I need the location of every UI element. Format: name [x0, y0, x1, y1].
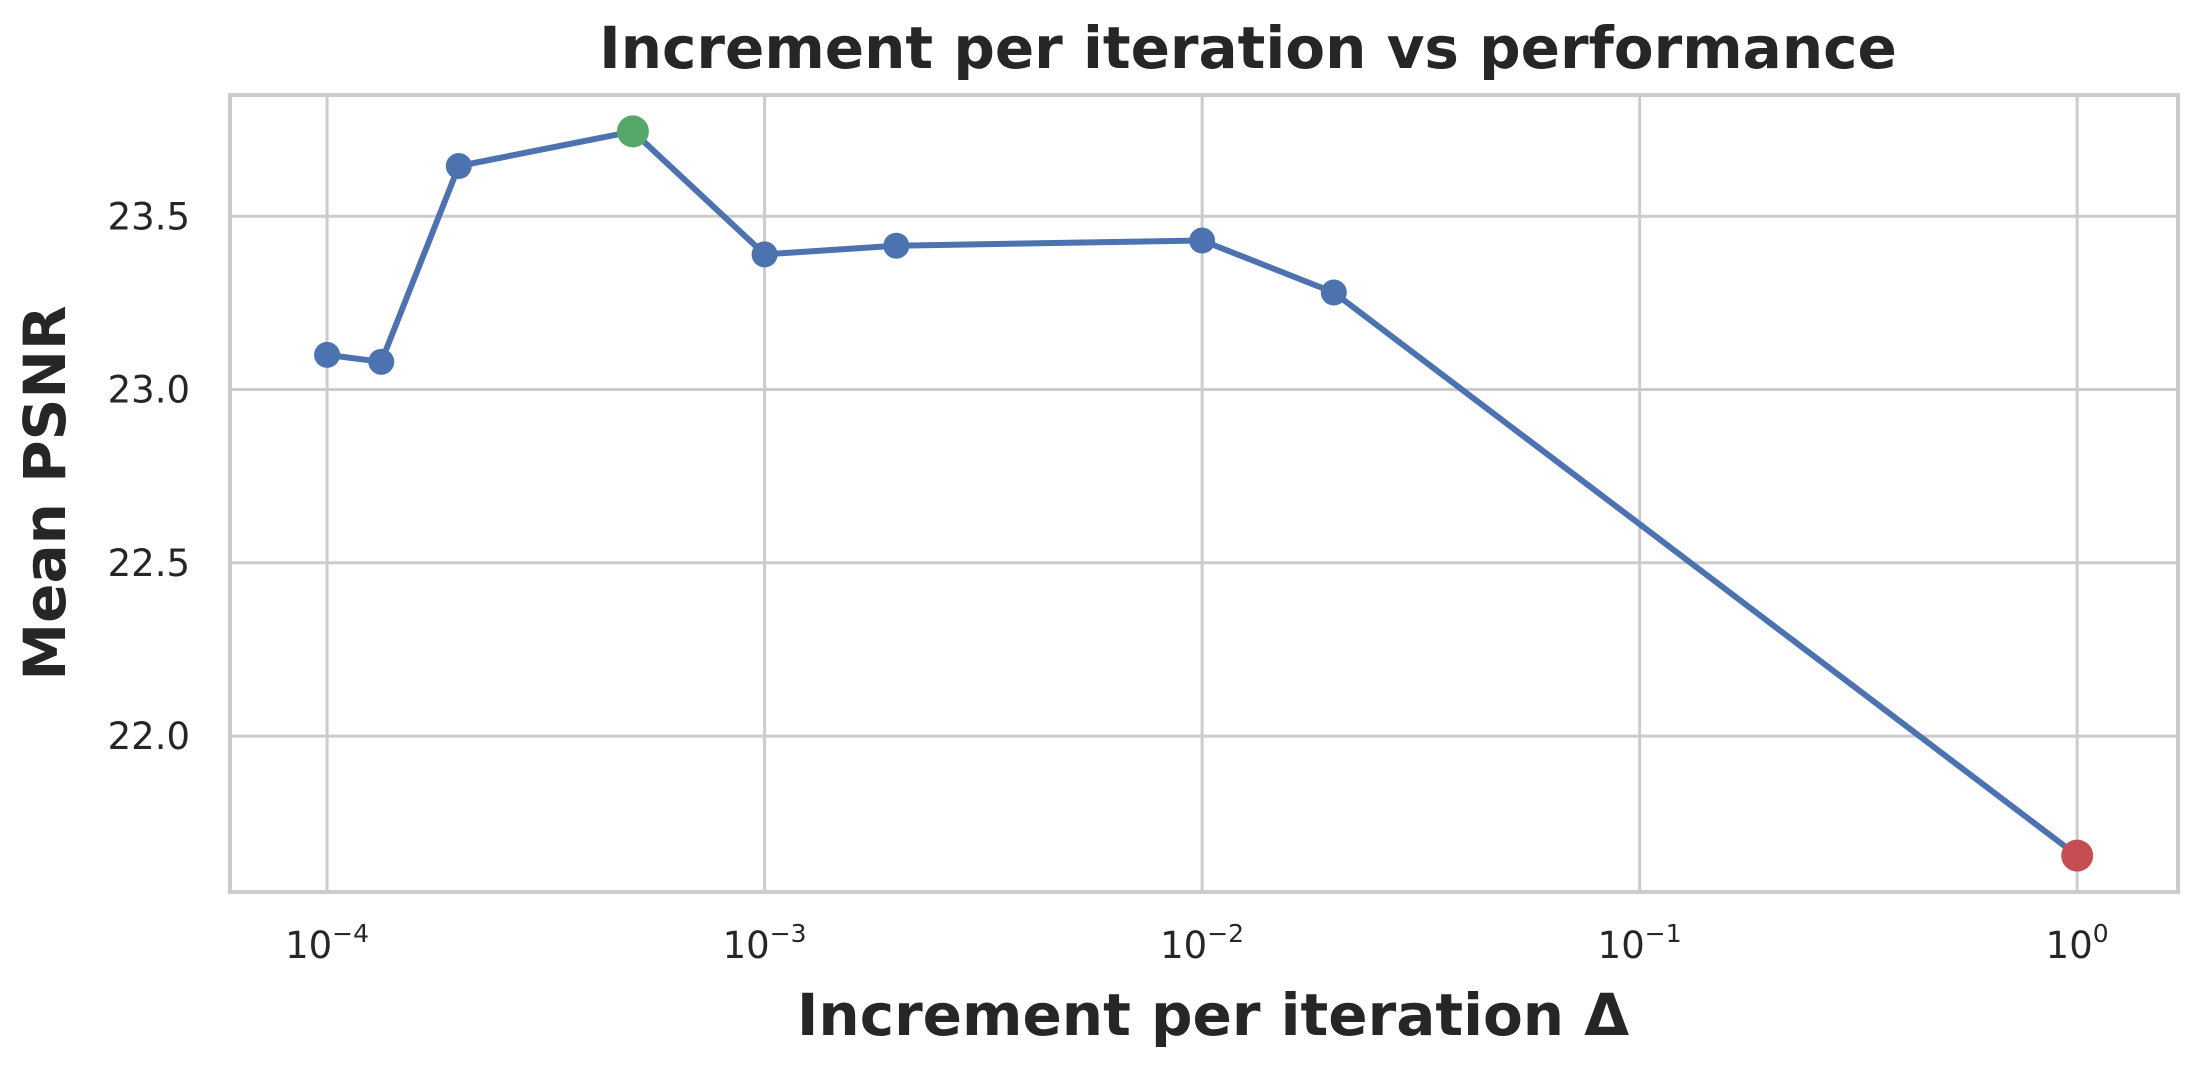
highlighted-data-point — [616, 115, 649, 148]
data-points — [314, 115, 2094, 872]
y-tick-label: 22.5 — [108, 542, 190, 585]
data-point — [1320, 279, 1347, 306]
data-point — [368, 348, 395, 375]
y-tick-labels: 22.0 22.5 23.0 23.5 — [108, 195, 190, 758]
plot-frame — [228, 93, 2180, 894]
y-tick-label: 23.0 — [108, 369, 190, 412]
y-axis-label: Mean PSNR — [11, 305, 79, 680]
x-tick-label: 10−1 — [1598, 919, 1682, 967]
y-tick-label: 23.5 — [108, 195, 190, 238]
data-point — [1189, 227, 1216, 254]
x-tick-label: 10−4 — [285, 919, 369, 967]
data-point — [314, 341, 341, 368]
grid-lines — [230, 95, 2178, 892]
x-tick-label: 10−2 — [1160, 919, 1244, 967]
data-point — [751, 241, 778, 268]
y-tick-label: 22.0 — [108, 715, 190, 758]
x-tick-label: 10−3 — [723, 919, 807, 967]
x-axis-label: Increment per iteration Δ — [797, 981, 1629, 1049]
data-point — [445, 153, 472, 180]
highlighted-data-point — [2061, 839, 2094, 872]
chart-title: Increment per iteration vs performance — [599, 14, 1897, 82]
data-point — [883, 232, 910, 259]
x-tick-labels: 10−4 10−3 10−2 10−1 100 — [285, 919, 2109, 967]
x-tick-label: 100 — [2046, 919, 2109, 967]
